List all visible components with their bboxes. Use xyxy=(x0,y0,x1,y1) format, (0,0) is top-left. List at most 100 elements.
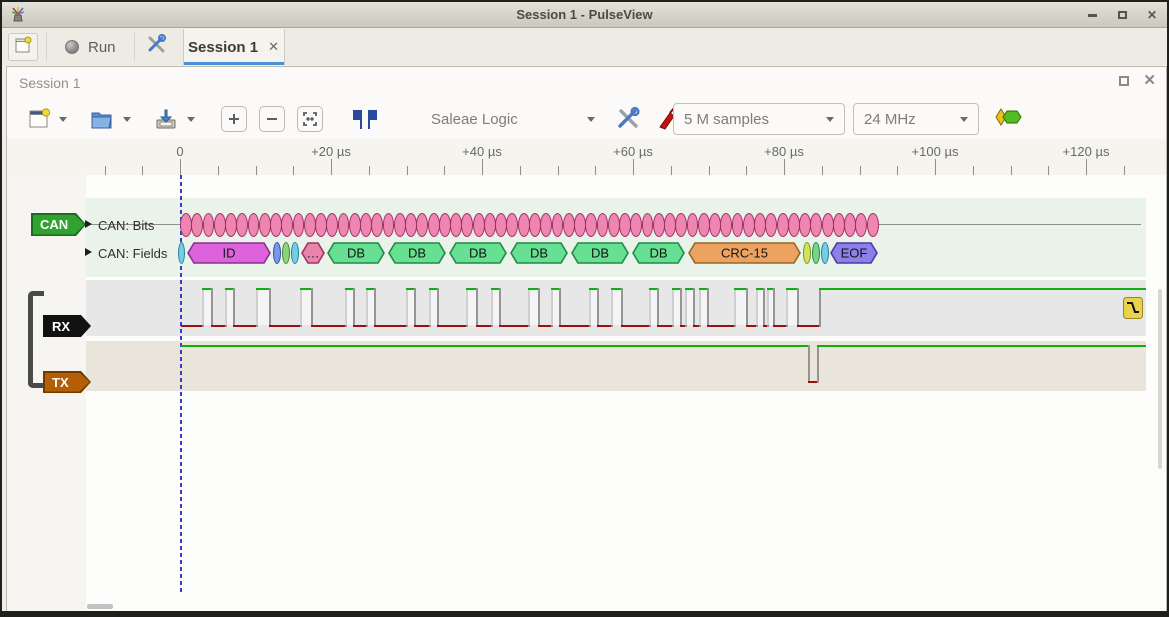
rx-edge xyxy=(797,288,799,327)
toolbar-separator xyxy=(46,33,47,61)
can-bit-annotation xyxy=(742,213,755,237)
vertical-scrollbar-thumb[interactable] xyxy=(1158,289,1162,469)
device-dropdown-icon[interactable] xyxy=(587,116,595,122)
fields-row-expander-icon[interactable] xyxy=(85,248,92,256)
rx-level-segment xyxy=(256,288,269,290)
new-file-dropdown-icon[interactable] xyxy=(59,116,67,122)
rx-edge xyxy=(680,288,682,327)
configure-device-button[interactable] xyxy=(613,105,643,133)
bits-row-label: CAN: Bits xyxy=(98,218,155,233)
open-file-dropdown-icon[interactable] xyxy=(123,116,131,122)
can-bit-annotation xyxy=(844,213,857,237)
save-dropdown-icon[interactable] xyxy=(187,116,195,122)
fields-row-label: CAN: Fields xyxy=(98,246,168,261)
rx-edge xyxy=(597,288,599,327)
tab-session-1[interactable]: Session 1 ✕ xyxy=(182,29,285,65)
run-label: Run xyxy=(88,38,116,56)
float-window-icon[interactable] xyxy=(1119,75,1130,86)
tx-row-background xyxy=(86,341,1146,391)
new-file-button[interactable] xyxy=(25,105,53,133)
rx-edge xyxy=(621,288,623,327)
sample-count-select[interactable]: 5 M samples xyxy=(673,103,845,135)
rx-channel-tag[interactable]: RX xyxy=(43,315,91,337)
rx-pulse-fill xyxy=(202,288,211,325)
rx-level-segment xyxy=(773,325,786,327)
rx-level-segment xyxy=(437,325,466,327)
device-select[interactable]: Saleae Logic xyxy=(431,111,581,128)
ruler-minor-tick xyxy=(708,166,710,175)
dock-header: Session 1 ✕ xyxy=(7,67,1166,99)
session-dock: Session 1 ✕ xyxy=(6,66,1167,611)
rx-level-segment xyxy=(311,325,345,327)
ruler-minor-tick xyxy=(293,166,295,175)
can-field-annotation xyxy=(273,242,281,264)
rx-edge xyxy=(414,288,416,327)
zoom-fit-button[interactable] xyxy=(297,106,323,132)
trace-view[interactable]: 0 +20 µs +40 µs +60 µs +80 µs +100 µs +120 µs … xyxy=(7,139,1166,611)
device-group: Saleae Logic xyxy=(431,103,681,135)
rx-level-segment xyxy=(763,325,767,327)
sample-rate-select[interactable]: 24 MHz xyxy=(853,103,979,135)
open-file-button[interactable] xyxy=(87,105,117,133)
save-button[interactable] xyxy=(151,105,181,133)
tx-channel-tag[interactable]: TX xyxy=(43,371,91,393)
can-bit-annotation xyxy=(270,213,282,237)
zoom-out-button[interactable] xyxy=(259,106,285,132)
ruler-major-tick xyxy=(784,159,785,175)
new-document-icon xyxy=(14,36,32,59)
minimize-button[interactable] xyxy=(1085,8,1099,22)
rx-level-segment xyxy=(589,288,597,290)
dock-close-icon[interactable]: ✕ xyxy=(1143,72,1156,89)
rx-level-segment xyxy=(551,288,559,290)
ruler-minor-tick xyxy=(1010,166,1012,175)
rx-level-segment xyxy=(202,288,211,290)
can-bit-annotation xyxy=(619,213,631,237)
horizontal-scrollbar-thumb[interactable] xyxy=(87,604,113,609)
can-bit-annotation xyxy=(787,213,800,237)
time-cursor-line[interactable] xyxy=(180,175,182,595)
can-field-annotation xyxy=(178,242,185,264)
ruler-major-label: +80 µs xyxy=(764,144,804,159)
rx-level-segment xyxy=(685,288,693,290)
run-button[interactable]: Run xyxy=(49,29,132,65)
signal-group-bracket xyxy=(28,291,44,388)
ruler-minor-tick xyxy=(859,166,861,175)
ruler-minor-tick xyxy=(519,166,521,175)
rx-level-segment xyxy=(345,288,353,290)
rx-edge xyxy=(233,288,235,327)
decoder-tag-can[interactable]: CAN xyxy=(31,213,86,236)
can-field-annotation: DB xyxy=(327,242,385,269)
can-field-annotation: ID xyxy=(187,242,271,269)
rx-edge xyxy=(437,288,439,327)
add-decoder-button[interactable] xyxy=(995,103,1023,135)
rx-level-segment xyxy=(786,288,797,290)
rx-level-segment xyxy=(611,288,621,290)
rx-level-segment xyxy=(797,325,819,327)
rx-level-segment xyxy=(707,325,734,327)
rx-level-segment xyxy=(621,325,649,327)
new-session-button[interactable] xyxy=(8,33,38,61)
svg-text:EOF: EOF xyxy=(841,246,868,261)
device-name: Saleae Logic xyxy=(431,110,518,128)
maximize-button[interactable] xyxy=(1115,8,1129,22)
close-button[interactable]: ✕ xyxy=(1146,8,1158,22)
settings-button[interactable] xyxy=(137,29,175,65)
ruler-major-label: +120 µs xyxy=(1062,144,1110,159)
ruler-minor-tick xyxy=(1123,166,1125,175)
time-ruler[interactable]: 0 +20 µs +40 µs +60 µs +80 µs +100 µs +120 µs xyxy=(7,139,1166,175)
rx-pulse-fill xyxy=(672,288,680,325)
show-cursors-button[interactable] xyxy=(349,106,379,132)
tab-close-icon[interactable]: ✕ xyxy=(268,39,279,54)
rx-pulse-fill xyxy=(406,288,414,325)
decoder-row-background xyxy=(86,198,1146,277)
pulseview-logo-icon xyxy=(9,5,27,28)
bits-row-expander-icon[interactable] xyxy=(85,220,92,228)
rx-edge xyxy=(211,288,213,327)
can-bit-annotation xyxy=(574,213,586,237)
can-bit-annotation xyxy=(607,213,620,237)
rx-pulse-fill xyxy=(491,288,499,325)
tx-level-segment xyxy=(181,345,808,347)
sample-count-value: 5 M samples xyxy=(684,110,770,128)
falling-edge-trigger-icon[interactable] xyxy=(1123,297,1143,324)
zoom-in-button[interactable] xyxy=(221,106,247,132)
